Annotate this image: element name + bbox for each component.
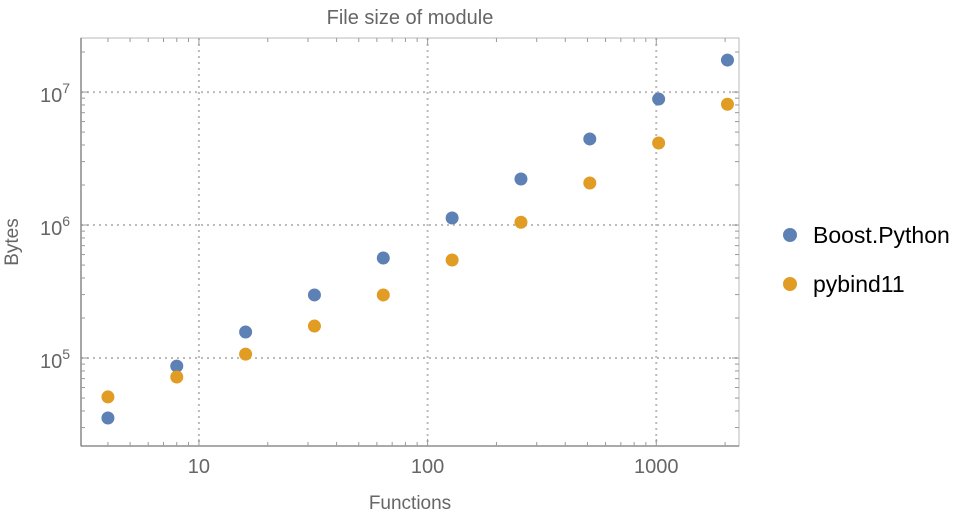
legend-marker-pybind11	[783, 277, 797, 291]
point-pybind11	[170, 370, 184, 384]
legend-marker-boost-python	[783, 228, 797, 242]
x-tick-label: 10	[188, 456, 210, 478]
x-axis-label: Functions	[369, 493, 451, 513]
y-tick-labels: 105 106 107	[40, 80, 70, 373]
point-pybind11	[652, 136, 666, 150]
legend: Boost.Python pybind11	[783, 222, 950, 297]
point-boost-python	[514, 172, 528, 186]
plot-frame	[80, 37, 740, 447]
x-tick-label: 1000	[634, 456, 679, 478]
point-boost-python	[307, 288, 321, 302]
point-boost-python	[583, 132, 597, 146]
data-points	[101, 53, 734, 425]
x-tick-label: 100	[411, 456, 444, 478]
point-pybind11	[376, 288, 390, 302]
point-boost-python	[720, 53, 734, 67]
point-boost-python	[239, 325, 253, 339]
point-boost-python	[652, 92, 666, 106]
point-boost-python	[445, 211, 459, 225]
y-tick-label: 106	[40, 213, 70, 240]
chart-title: File size of module	[327, 7, 494, 29]
y-tick-label: 107	[40, 80, 70, 107]
point-pybind11	[445, 253, 459, 267]
legend-label-pybind11: pybind11	[813, 271, 905, 297]
legend-label-boost-python: Boost.Python	[813, 222, 950, 248]
point-pybind11	[239, 347, 253, 361]
point-pybind11	[307, 319, 321, 333]
ticks	[81, 38, 739, 446]
x-tick-labels: 10 100 1000	[188, 456, 679, 478]
point-pybind11	[101, 390, 115, 404]
point-pybind11	[583, 176, 597, 190]
y-tick-label: 105	[40, 346, 70, 373]
point-pybind11	[720, 97, 734, 111]
y-axis-label: Bytes	[2, 218, 23, 266]
point-boost-python	[170, 359, 184, 373]
point-boost-python	[101, 411, 115, 425]
grid	[81, 38, 739, 446]
point-boost-python	[376, 251, 390, 265]
point-pybind11	[514, 215, 528, 229]
